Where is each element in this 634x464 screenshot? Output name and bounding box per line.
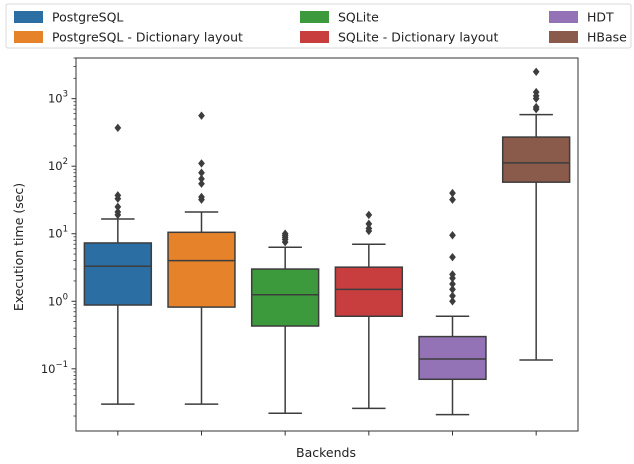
iqr-box [83, 242, 153, 306]
y-tick-label: 10−1 [41, 360, 68, 376]
outlier-point [281, 229, 289, 238]
y-axis-label: Execution time (sec) [11, 183, 26, 311]
box-1 [167, 111, 236, 405]
iqr-box [501, 136, 571, 183]
iqr-box [250, 268, 320, 327]
outlier-point [198, 174, 205, 184]
outlier-point [449, 188, 456, 198]
box-0 [83, 123, 153, 405]
y-tick-label: 101 [48, 225, 68, 241]
x-axis-label: Backends [296, 445, 356, 460]
outlier-point [449, 231, 456, 240]
legend-label: SQLite [338, 10, 379, 25]
legend-label: SQLite - Dictionary layout [338, 30, 498, 45]
legend: PostgreSQL PostgreSQL - Dictionary layout… [5, 3, 632, 49]
outlier-point [198, 192, 205, 202]
box-3 [334, 210, 404, 410]
legend-swatch [549, 11, 578, 23]
outlier-point [449, 195, 456, 204]
box-5 [501, 67, 571, 361]
box-2 [250, 229, 320, 414]
outlier-point [114, 207, 122, 217]
iqr-box [418, 335, 487, 381]
legend-swatch [300, 31, 329, 43]
legend-frame [5, 3, 632, 49]
legend-label: HDT [587, 10, 614, 25]
outlier-point [365, 219, 373, 229]
outlier-point [449, 285, 456, 294]
outlier-point [365, 224, 373, 233]
legend-swatch [14, 11, 43, 23]
outlier-point [532, 67, 540, 76]
legend-label: PostgreSQL [52, 10, 123, 25]
iqr-box [167, 231, 236, 308]
outlier-point [365, 210, 373, 220]
outlier-point [449, 291, 456, 301]
outlier-point [449, 279, 456, 289]
iqr-box [334, 266, 404, 318]
outlier-point [198, 168, 205, 177]
outlier-point [449, 270, 456, 279]
y-tick-label: 100 [48, 292, 68, 308]
y-tick-label: 103 [48, 90, 68, 106]
outlier-point [532, 87, 540, 97]
legend-label: PostgreSQL - Dictionary layout [52, 30, 243, 45]
outlier-point [449, 297, 456, 306]
outlier-point [114, 191, 122, 200]
y-tick-label: 102 [48, 157, 68, 173]
outlier-point [114, 202, 122, 212]
legend-swatch [549, 31, 578, 43]
outlier-point [449, 252, 456, 262]
outlier-point [198, 179, 205, 188]
legend-label: HBase [587, 30, 627, 45]
outlier-point [198, 159, 205, 168]
outlier-point [114, 123, 122, 133]
outlier-point [532, 102, 540, 112]
box-4 [418, 188, 487, 416]
legend-swatch [300, 11, 329, 23]
legend-swatch [14, 31, 43, 43]
plot-area: 10−1 100 101 102 103 [41, 57, 579, 436]
outlier-point [198, 111, 205, 120]
